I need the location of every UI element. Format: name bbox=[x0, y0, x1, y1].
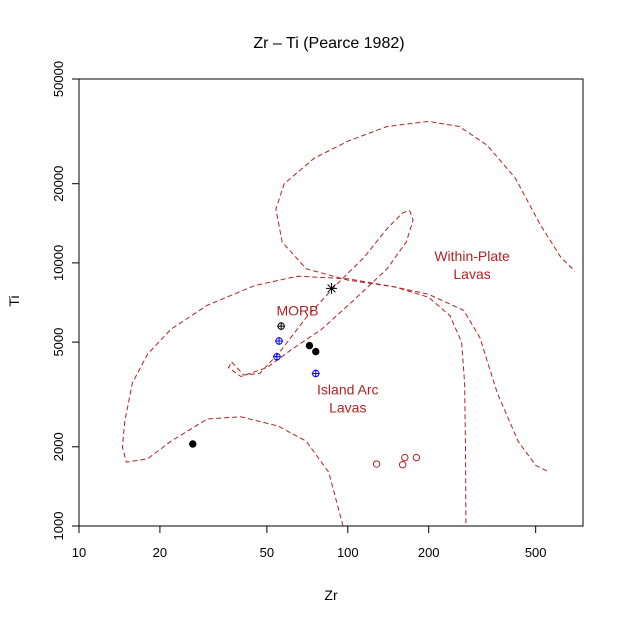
field-boundary-within-plate-lavas bbox=[275, 120, 576, 472]
x-tick-label: 10 bbox=[72, 545, 86, 560]
x-tick-label: 200 bbox=[418, 545, 440, 560]
data-point bbox=[311, 369, 320, 378]
field-label: Lavas bbox=[453, 266, 490, 282]
y-axis: 1000 2000 5000 10000 20000 50000 bbox=[51, 61, 79, 541]
field-label: Lavas bbox=[329, 400, 366, 416]
field-label: Island Arc bbox=[317, 382, 378, 398]
y-tick-label: 20000 bbox=[51, 166, 66, 202]
field-labels: MORB Within-Plate Lavas Island Arc Lavas bbox=[277, 248, 511, 415]
data-point bbox=[189, 440, 197, 448]
x-tick-label: 500 bbox=[525, 545, 547, 560]
data-point bbox=[277, 322, 286, 331]
data-point bbox=[272, 352, 281, 361]
y-tick-label: 2000 bbox=[51, 432, 66, 461]
data-point bbox=[401, 453, 409, 462]
plot-frame bbox=[78, 78, 584, 527]
marker-ray bbox=[327, 284, 336, 293]
data-point bbox=[305, 341, 314, 350]
x-tick-label: 50 bbox=[260, 545, 274, 560]
y-tick-label: 50000 bbox=[51, 61, 66, 97]
data-point bbox=[312, 347, 320, 356]
field-boundaries bbox=[121, 120, 576, 527]
data-point bbox=[412, 453, 421, 462]
field-label: MORB bbox=[277, 302, 319, 318]
x-axis: 10 20 50 100 200 500 bbox=[72, 526, 547, 560]
y-tick-label: 10000 bbox=[51, 245, 66, 281]
data-point bbox=[372, 460, 381, 468]
x-axis-label: Zr bbox=[324, 587, 338, 603]
x-tick-label: 20 bbox=[153, 545, 167, 560]
y-axis-label: Ti bbox=[6, 295, 22, 306]
data-point bbox=[398, 460, 407, 469]
field-label: Within-Plate bbox=[434, 248, 510, 264]
data-point bbox=[275, 336, 284, 345]
chart-title: Zr – Ti (Pearce 1982) bbox=[253, 35, 404, 52]
data-point bbox=[326, 282, 338, 294]
data-points bbox=[189, 282, 421, 469]
y-tick-label: 5000 bbox=[51, 328, 66, 357]
field-boundary-island-arc-lavas bbox=[121, 275, 467, 527]
x-tick-label: 100 bbox=[337, 545, 359, 560]
y-tick-label: 1000 bbox=[51, 512, 66, 541]
field-boundary-morb bbox=[227, 209, 414, 378]
